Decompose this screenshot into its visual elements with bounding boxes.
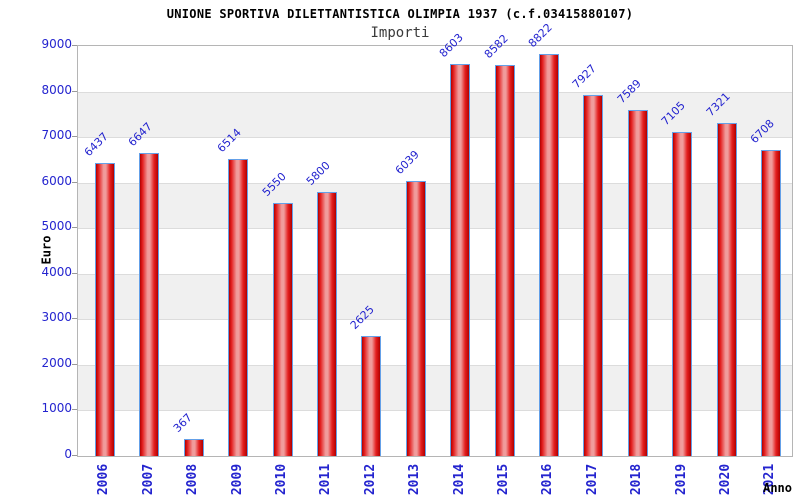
bar-2010 bbox=[272, 203, 293, 456]
bar-2018 bbox=[627, 110, 648, 456]
grid-band bbox=[78, 91, 792, 138]
y-tick-mark bbox=[72, 409, 77, 411]
x-tick-label: 2010 bbox=[274, 463, 290, 495]
x-tick-label: 2007 bbox=[140, 463, 156, 495]
bar-2016 bbox=[539, 54, 559, 456]
grid-line bbox=[78, 273, 792, 275]
x-tick-label: 2015 bbox=[496, 463, 512, 495]
y-tick-label: 7000 bbox=[41, 128, 72, 143]
plot-area: 6437 6647 367 6514 5550 5800 2625 6039 8603 8582 8… bbox=[77, 21, 793, 457]
bar-2011 bbox=[317, 191, 337, 456]
y-tick-mark bbox=[72, 181, 77, 183]
grid-line bbox=[78, 228, 792, 230]
y-tick-mark bbox=[72, 272, 77, 274]
y-tick-mark bbox=[72, 227, 77, 229]
grid-line bbox=[78, 364, 792, 366]
y-tick-label: 1000 bbox=[41, 401, 72, 416]
x-tick-label: 2011 bbox=[318, 463, 334, 495]
grid-line bbox=[78, 319, 792, 321]
bar-2017 bbox=[583, 94, 604, 456]
y-tick-label: 3000 bbox=[41, 310, 72, 325]
chart-title: UNIONE SPORTIVA DILETTANTISTICA OLIMPIA … bbox=[166, 7, 634, 21]
grid-band bbox=[78, 46, 792, 92]
bar-2015 bbox=[494, 65, 515, 456]
y-tick-label: 2000 bbox=[41, 355, 72, 370]
grid-line bbox=[78, 410, 792, 412]
x-axis-title: Anno bbox=[763, 481, 792, 495]
bar-2019 bbox=[672, 132, 693, 456]
y-tick-label: 6000 bbox=[41, 173, 72, 188]
x-tick-label: 2016 bbox=[540, 463, 556, 495]
y-axis-title-box: Euro bbox=[30, 234, 62, 266]
bar-2006 bbox=[95, 162, 115, 456]
x-tick-label: 2018 bbox=[629, 463, 645, 495]
bar-2021 bbox=[761, 150, 781, 456]
x-tick-label: 2009 bbox=[229, 463, 245, 495]
x-tick-label: 2008 bbox=[185, 463, 201, 495]
y-tick-label: 5000 bbox=[41, 219, 72, 234]
x-tick-label: 2019 bbox=[673, 463, 689, 495]
bar-2020 bbox=[716, 122, 737, 456]
bar-2014 bbox=[450, 64, 471, 456]
x-tick-label: 2013 bbox=[407, 463, 423, 495]
bar-2013 bbox=[405, 180, 426, 456]
x-tick-label: 2006 bbox=[96, 463, 112, 495]
y-tick-label: 8000 bbox=[41, 82, 72, 97]
y-tick-mark bbox=[72, 363, 77, 365]
chart-subtitle: Importi bbox=[370, 25, 430, 41]
grid-line bbox=[78, 137, 792, 139]
y-tick-mark bbox=[72, 90, 77, 92]
bar-2008 bbox=[183, 439, 204, 456]
x-tick-label: 2017 bbox=[584, 463, 600, 495]
x-tick-label: 2020 bbox=[718, 463, 734, 495]
grid-line bbox=[78, 91, 792, 93]
x-tick-label: 2012 bbox=[362, 463, 378, 495]
y-tick-label: 0 bbox=[64, 447, 72, 461]
y-axis-title: Euro bbox=[39, 235, 53, 265]
y-tick-mark bbox=[72, 45, 77, 46]
y-tick-label: 9000 bbox=[41, 37, 72, 51]
bar-2009 bbox=[228, 159, 249, 456]
y-tick-mark bbox=[72, 318, 77, 320]
y-tick-mark bbox=[72, 455, 77, 456]
x-tick-label: 2014 bbox=[451, 463, 467, 495]
bar-2012 bbox=[361, 336, 382, 456]
y-tick-label: 4000 bbox=[41, 264, 72, 279]
y-tick-mark bbox=[72, 136, 77, 138]
bar-2007 bbox=[139, 153, 160, 456]
grid-line bbox=[78, 182, 792, 184]
